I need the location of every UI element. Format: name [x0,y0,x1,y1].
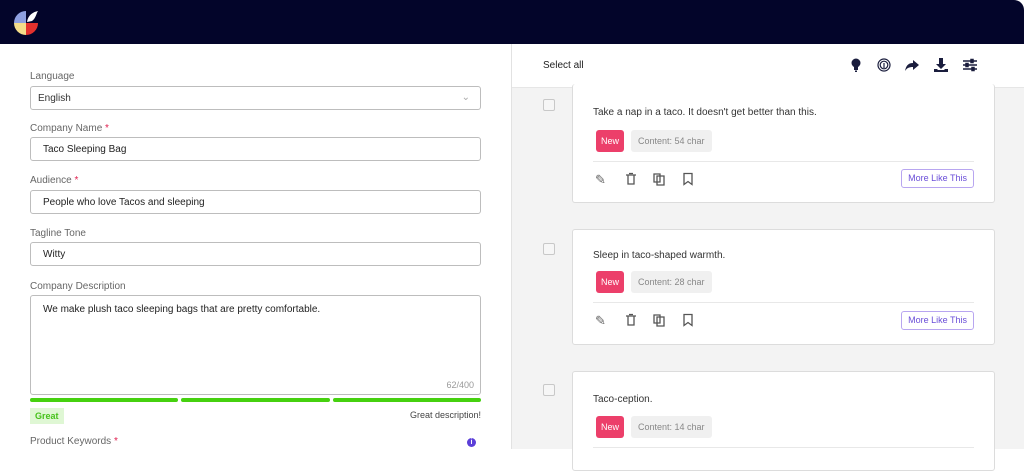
bookmark-icon[interactable] [681,172,695,186]
card-checkbox[interactable] [543,243,555,255]
char-count: Content: 14 char [631,416,712,438]
company-name-input[interactable]: Taco Sleeping Bag [30,137,481,161]
trash-icon[interactable] [624,313,638,327]
result-card: Take a nap in a taco. It doesn't get bet… [572,84,995,203]
company-description-textarea[interactable]: We make plush taco sleeping bags that ar… [30,295,481,395]
char-count: Content: 28 char [631,271,712,293]
description-text: We make plush taco sleeping bags that ar… [43,304,321,315]
app-logo[interactable] [12,9,40,37]
bookmark-icon[interactable] [681,313,695,327]
select-all-button[interactable]: Select all [543,60,584,71]
result-card: Sleep in taco-shaped warmth. New Content… [572,229,995,345]
card-checkbox[interactable] [543,99,555,111]
more-like-this-button[interactable]: More Like This [901,311,974,330]
sliders-icon[interactable] [962,57,978,73]
app-header [0,0,1024,44]
edit-icon[interactable]: ✎ [595,313,606,328]
chevron-down-icon: ⌄ [461,92,470,103]
language-value: English [38,93,71,104]
char-counter: 62/400 [446,380,474,390]
new-badge: New [596,271,624,293]
audience-label: Audience * [30,175,79,186]
divider [593,447,974,448]
company-name-label: Company Name * [30,123,109,134]
trash-icon[interactable] [624,172,638,186]
card-text: Take a nap in a taco. It doesn't get bet… [593,107,817,118]
divider [593,161,974,162]
download-icon[interactable] [933,57,949,73]
result-card: Taco-ception. New Content: 14 char [572,371,995,471]
quality-bar-2 [181,398,330,402]
tagline-tone-label: Tagline Tone [30,228,86,239]
copy-icon[interactable] [652,172,666,186]
more-like-this-button[interactable]: More Like This [901,169,974,188]
product-keywords-label: Product Keywords * [30,436,118,447]
new-badge: New [596,416,624,438]
language-select[interactable]: English ⌄ [30,86,481,110]
results-toolbar: Select all [512,44,1024,88]
lightbulb-icon[interactable] [848,57,864,73]
company-description-label: Company Description [30,281,126,292]
divider [593,302,974,303]
share-icon[interactable] [904,57,920,73]
card-text: Sleep in taco-shaped warmth. [593,250,726,261]
audience-input[interactable]: People who love Tacos and sleeping [30,190,481,214]
form-panel: Language English ⌄ Company Name * Taco Sl… [0,44,511,449]
edit-icon[interactable]: ✎ [595,172,606,187]
copy-icon[interactable] [652,313,666,327]
quality-bar-1 [30,398,178,402]
card-text: Taco-ception. [593,394,653,405]
language-label: Language [30,71,75,82]
new-badge: New [596,130,624,152]
quality-message: Great description! [409,410,481,420]
quality-badge: Great [30,408,64,424]
tagline-tone-input[interactable]: Witty [30,242,481,266]
fingerprint-icon[interactable] [876,57,892,73]
quality-bar-3 [333,398,481,402]
results-panel: Select all Take a nap in a taco. It does… [511,44,1024,471]
card-checkbox[interactable] [543,384,555,396]
info-icon[interactable]: i [467,438,476,447]
char-count: Content: 54 char [631,130,712,152]
